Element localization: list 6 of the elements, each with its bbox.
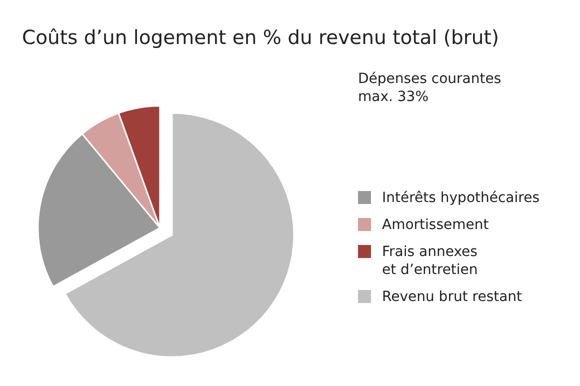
legend-label: Revenu brut restant xyxy=(382,289,523,305)
chart-title: Coûts d’un logement en % du revenu total (brut) xyxy=(22,26,499,49)
legend-label: Intérêts hypothécaires xyxy=(382,190,540,206)
legend-label: Amortissement xyxy=(382,217,490,233)
legend-title: Dépenses courantes max. 33% xyxy=(358,71,502,105)
legend-label: Frais annexes et d’entretien xyxy=(382,244,478,278)
